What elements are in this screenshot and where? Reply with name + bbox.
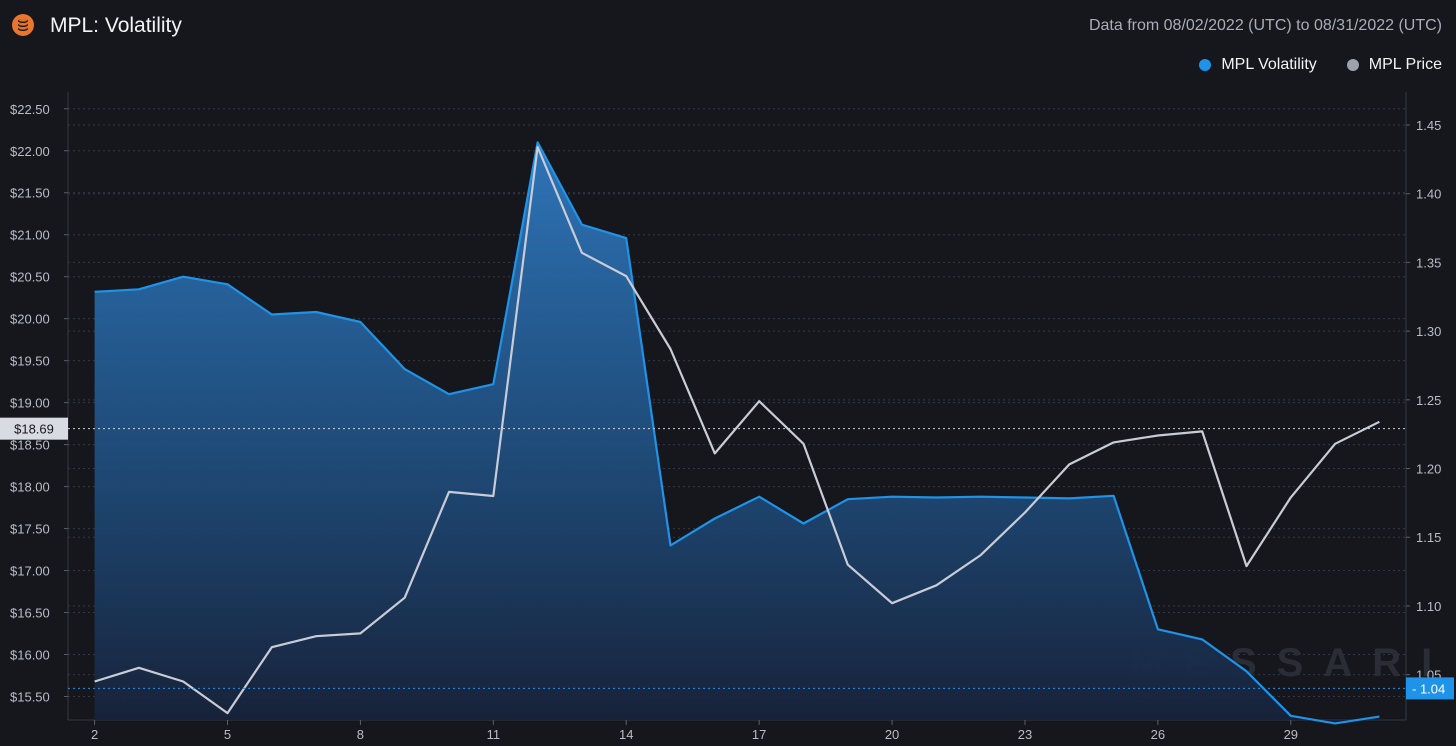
x-tick-label: 14: [619, 727, 633, 742]
crosshair-label-box-right: [1406, 677, 1454, 700]
y-left-tick-label: $16.50: [10, 606, 50, 621]
x-tick-label: 23: [1018, 727, 1032, 742]
chart-legend: MPL Volatility MPL Price: [1199, 56, 1442, 74]
y-left-tick-label: $16.00: [10, 648, 50, 663]
x-tick-label: 5: [224, 727, 231, 742]
y-left-tick-label: $19.50: [10, 354, 50, 369]
y-right-tick-label: 1.35: [1416, 255, 1441, 270]
legend-dot-volatility: [1199, 59, 1212, 71]
y-left-tick-label: $21.50: [10, 186, 50, 201]
y-left-tick-label: $20.50: [10, 270, 50, 285]
price-line: [94, 145, 1380, 715]
crosshair-label-box-left: [0, 417, 68, 440]
y-right-tick-label: 1.15: [1416, 530, 1441, 545]
x-tick-label: 29: [1284, 727, 1298, 742]
crosshair-label-right: - 1.04: [1412, 681, 1445, 696]
y-left-tick-label: $18.00: [10, 480, 50, 495]
y-left-tick-label: $15.50: [10, 689, 50, 704]
date-range-label: Data from 08/02/2022 (UTC) to 08/31/2022…: [1088, 17, 1442, 34]
legend-label-volatility: MPL Volatility: [1221, 56, 1317, 73]
legend-item-price[interactable]: MPL Price: [1346, 56, 1442, 74]
legend-item-volatility[interactable]: MPL Volatility: [1199, 56, 1317, 74]
chart-header: MPL: Volatility Data from 08/02/2022 (UT…: [0, 0, 1456, 52]
x-tick-label: 11: [487, 727, 501, 742]
y-right-tick-label: 1.10: [1416, 599, 1441, 614]
x-tick-label: 20: [885, 727, 899, 742]
y-right-tick-label: 1.25: [1416, 393, 1441, 408]
y-left-tick-label: $18.50: [10, 438, 50, 453]
y-left-tick-label: $19.00: [10, 396, 50, 411]
x-tick-label: 26: [1151, 727, 1165, 742]
axis-layer: $15.50 $16.00 $16.50 $17.00 $17.50 $18.00 $18.…: [0, 102, 1454, 742]
y-right-tick-label: 1.30: [1416, 324, 1441, 339]
y-left-tick-label: $17.00: [10, 564, 50, 579]
y-left-tick-label: $20.00: [10, 312, 50, 327]
x-tick-label: 8: [357, 727, 364, 742]
y-left-tick-label: $22.50: [10, 102, 50, 117]
chart-title: MPL: Volatility: [50, 14, 182, 37]
series-layer: [94, 141, 1380, 725]
y-right-tick-label: 1.40: [1416, 187, 1441, 202]
legend-label-price: MPL Price: [1368, 56, 1442, 73]
y-left-tick-label: $22.00: [10, 144, 50, 159]
y-left-tick-label: $17.50: [10, 522, 50, 537]
x-tick-label: 17: [752, 727, 766, 742]
stacked-coins-icon: [12, 14, 34, 36]
volatility-area: [94, 142, 1380, 724]
legend-dot-price: [1346, 59, 1359, 71]
y-right-tick-label: 1.20: [1416, 462, 1441, 477]
volatility-line: [94, 141, 1380, 725]
crosshair-label-left: $18.69: [14, 422, 54, 437]
y-left-tick-label: $21.00: [10, 228, 50, 243]
y-right-tick-label: 1.45: [1416, 118, 1441, 133]
x-tick-label: 2: [91, 727, 98, 742]
